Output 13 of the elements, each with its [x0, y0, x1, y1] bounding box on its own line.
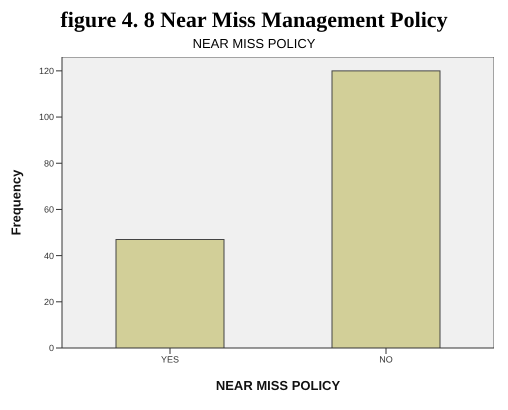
- y-tick-label: 20: [44, 297, 54, 308]
- x-tick-label: YES: [160, 354, 180, 364]
- y-tick-label: 0: [48, 343, 54, 354]
- chart-title: figure 4. 8 Near Miss Management Policy: [59, 7, 449, 32]
- y-tick-label: 60: [44, 204, 54, 215]
- chart-subtitle: NEAR MISS POLICY: [192, 36, 316, 51]
- y-tick-label: 80: [44, 158, 54, 168]
- y-tick-label: 120: [38, 66, 54, 76]
- y-axis-title: Frequency: [8, 168, 24, 236]
- x-axis-title: NEAR MISS POLICY: [216, 378, 340, 393]
- y-tick-label: 100: [38, 112, 54, 122]
- y-tick-label: 40: [44, 250, 54, 261]
- x-tick-label: NO: [379, 354, 393, 364]
